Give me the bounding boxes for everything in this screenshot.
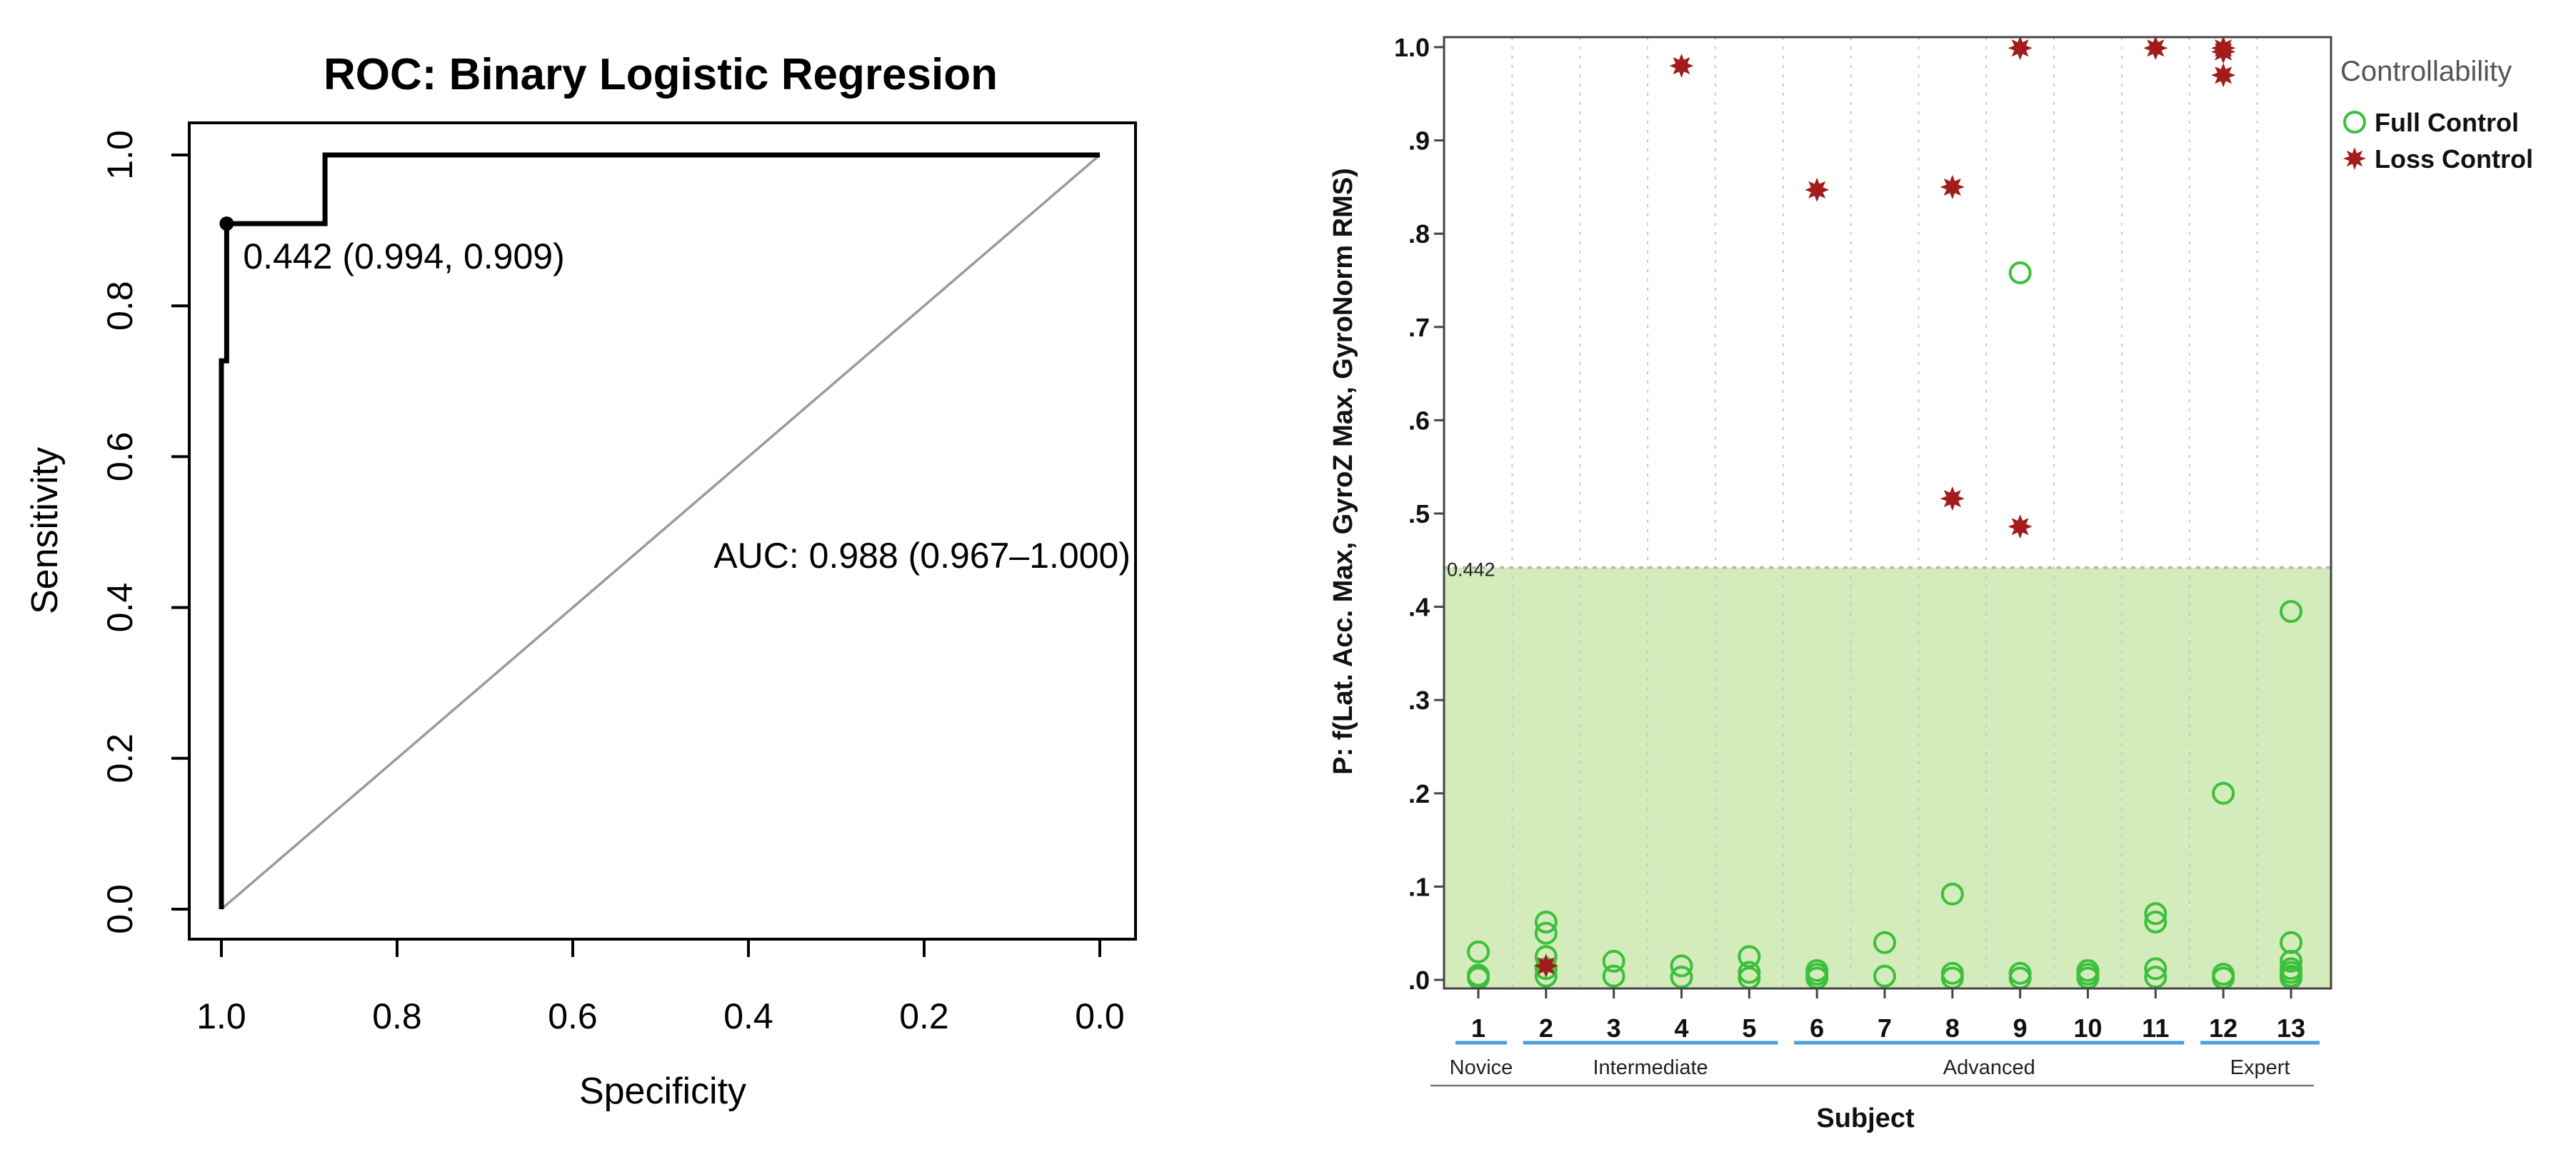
threshold-label: 0.442 [1447,559,1495,581]
group-label: Intermediate [1593,1056,1708,1079]
legend-loss-control-label: Loss Control [2375,144,2533,174]
roc-x-tick-label: 0.6 [548,996,598,1036]
scatter-y-tick-label: .3 [1408,686,1430,715]
scatter-y-tick-label: .0 [1408,966,1430,995]
roc-chart: ROC: Binary Logistic Regresion 1.0 0.8 0.6… [24,50,1137,1112]
legend-loss-control-marker [2343,147,2366,170]
scatter-y-tick-label: .2 [1408,779,1430,808]
roc-auc-label: AUC: 0.988 (0.967–1.000) [713,536,1131,576]
scatter-x-tick-label: 1 [1471,1013,1485,1043]
scatter-x-tick-label: 3 [1607,1013,1621,1043]
roc-title: ROC: Binary Logistic Regresion [324,50,998,99]
scatter-x-tick-label: 6 [1810,1013,1824,1043]
scatter-y-tick-label: .4 [1408,593,1430,622]
vertical-gridlines [1511,37,2258,988]
scatter-y-axis-label: P: f(Lat. Acc. Max, GyroZ Max, GyroNorm … [1328,168,1358,775]
full-control-point [2144,902,2167,926]
scatter-y-tick-label: .5 [1408,499,1430,529]
loss-control-point [2211,63,2236,88]
full-control-point [1670,954,1693,978]
loss-control-point [2008,514,2033,539]
roc-x-tick-label: 0.8 [372,996,422,1036]
scatter-y-tick-label: .1 [1408,872,1430,901]
full-control-point [2280,600,2302,623]
scatter-x-tick-label: 2 [1539,1013,1553,1043]
scatter-y-tick-label: .7 [1408,313,1430,342]
group-label: Advanced [1943,1056,2035,1079]
loss-control-point [1533,953,1558,978]
threshold-shaded-region [1444,567,2331,988]
roc-x-tick-label: 1.0 [196,996,246,1036]
full-control-point [1602,964,1625,988]
full-control-point [2144,966,2167,989]
full-control-point [1534,911,1558,934]
loss-control-point [2143,36,2168,61]
scatter-x-axis: 1 2 3 4 5 6 7 8 9 10 11 12 13 [1471,988,2305,1043]
scatter-y-tick-label: .6 [1408,406,1430,435]
roc-y-axis: 0.0 0.2 0.4 0.6 0.8 1.0 [100,130,191,934]
full-control-point [1738,945,1761,968]
roc-x-axis-label: Specificity [579,1071,746,1112]
full-control-point [1602,949,1625,973]
full-control-point [1873,931,1896,954]
scatter-x-tick-label: 13 [2277,1013,2305,1043]
loss-control-point [1940,174,1965,199]
roc-y-tick-label: 0.2 [100,733,140,783]
group-label: Expert [2230,1056,2290,1079]
scatter-x-tick-label: 5 [1742,1013,1756,1043]
full-control-point [1534,921,1558,945]
scatter-x-tick-label: 10 [2073,1013,2102,1043]
scatter-x-tick-label: 7 [1878,1013,1892,1043]
legend: Controllability Full Control Loss Contro… [2340,56,2533,174]
roc-y-tick-label: 0.6 [100,432,140,482]
full-control-point [2144,911,2167,934]
full-control-point [2008,261,2032,285]
roc-x-tick-label: 0.2 [899,996,949,1036]
loss-control-points [1533,36,2236,978]
legend-full-control-label: Full Control [2375,108,2519,137]
roc-x-tick-label: 0.0 [1075,996,1125,1036]
scatter-y-tick-label: .8 [1408,219,1430,249]
loss-control-point [1669,54,1694,79]
roc-y-tick-label: 0.4 [100,583,140,633]
roc-optimal-point [219,216,234,231]
scatter-x-tick-label: 11 [2142,1013,2169,1043]
legend-title: Controllability [2340,56,2512,87]
full-control-points [1467,261,2302,990]
loss-control-point [1805,177,1830,202]
scatter-x-axis-label: Subject [1816,1103,1915,1133]
roc-optimal-point-label: 0.442 (0.994, 0.909) [243,236,564,276]
full-control-point [2144,957,2167,981]
full-control-point [1467,940,1490,963]
roc-y-axis-label: Sensitivity [24,447,66,614]
group-label: Novice [1450,1056,1513,1079]
scatter-x-tick-label: 4 [1674,1013,1688,1043]
scatter-y-tick-label: .9 [1408,126,1430,156]
roc-chance-diagonal [220,154,1101,911]
scatter-x-tick-label: 8 [1945,1013,1960,1043]
full-control-point [2280,949,2302,973]
full-control-point [2212,781,2235,805]
loss-control-point [1940,486,1965,511]
roc-x-axis: 1.0 0.8 0.6 0.4 0.2 0.0 [196,938,1125,1036]
legend-full-control-marker [2343,111,2366,134]
full-control-point [1873,964,1896,988]
roc-y-tick-label: 0.8 [100,281,140,331]
full-control-point [1670,966,1693,989]
scatter-x-tick-label: 12 [2209,1013,2237,1043]
roc-y-tick-label: 0.0 [100,884,140,934]
subject-groups: Novice Intermediate Advanced Expert [1450,1041,2320,1079]
roc-x-tick-label: 0.4 [723,996,773,1036]
scatter-x-tick-label: 9 [2013,1013,2028,1043]
roc-y-tick-label: 1.0 [100,130,140,180]
full-control-point [1738,961,1761,984]
full-control-point [1940,882,1964,906]
scatter-y-tick-label: 1.0 [1394,33,1430,62]
loss-control-point [2008,36,2033,61]
scatter-y-axis: .0 .1 .2 .3 .4 .5 .6 .7 .8 .9 1.0 [1394,33,1444,995]
loss-control-point [2211,39,2236,64]
